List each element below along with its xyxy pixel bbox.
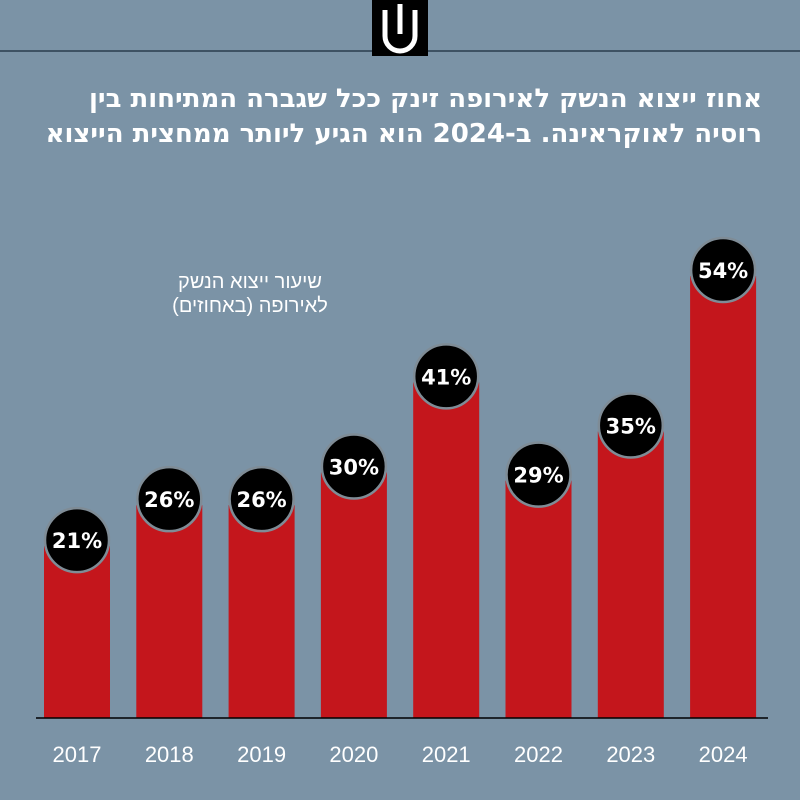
value-bubble-2018: [136, 465, 203, 533]
value-label-2018: 26%: [144, 488, 194, 512]
value-label-2023: 35%: [606, 415, 656, 439]
chart-title-line-2: רוסיה לאוקראינה. ב-2024 הוא הגיע ליותר מ…: [45, 119, 762, 149]
value-label-2024: 54%: [698, 259, 748, 283]
series-label-line-1: שיעור ייצוא הנשק: [178, 271, 322, 293]
value-bubble-2023: [597, 392, 665, 459]
x-tick-label-2017: 2017: [53, 742, 102, 767]
x-tick-label-2024: 2024: [699, 742, 748, 767]
x-tick-label-2023: 2023: [606, 742, 655, 767]
value-label-2020: 30%: [329, 455, 379, 479]
chart-title-line-1: אחוז ייצוא הנשק לאירופה זינק ככל שגברה ה…: [89, 84, 762, 114]
value-label-2022: 29%: [513, 464, 563, 488]
value-bubble-2022: [505, 441, 572, 508]
bar-2022: [505, 480, 572, 718]
bar-2019: [228, 505, 295, 718]
bar-2023: [597, 431, 664, 718]
x-tick-label-2019: 2019: [237, 742, 286, 767]
value-bubble-2017: [43, 506, 111, 574]
bar-2024: [690, 276, 757, 718]
value-label-2021: 41%: [421, 365, 471, 389]
x-tick-label-2018: 2018: [145, 742, 194, 767]
value-bubble-2024: [689, 236, 757, 304]
value-bubble-2021: [412, 343, 480, 410]
value-bubble-2020: [320, 433, 388, 500]
ynet-logo-icon: [372, 0, 428, 56]
bar-2020: [320, 472, 387, 718]
x-tick-label-2020: 2020: [329, 742, 378, 767]
series-label: שיעור ייצוא הנשק לאירופה (באחוזים): [150, 270, 350, 318]
series-label-line-2: לאירופה (באחוזים): [172, 295, 328, 317]
value-label-2019: 26%: [236, 488, 286, 512]
value-bubble-2019: [228, 465, 295, 533]
bar-2021: [413, 382, 480, 718]
chart-title: אחוז ייצוא הנשק לאירופה זינק ככל שגברה ה…: [32, 82, 762, 152]
x-tick-label-2022: 2022: [514, 742, 563, 767]
bar-2017: [44, 546, 110, 718]
x-tick-label-2021: 2021: [422, 742, 471, 767]
value-label-2017: 21%: [52, 529, 102, 553]
bar-2018: [136, 505, 203, 718]
